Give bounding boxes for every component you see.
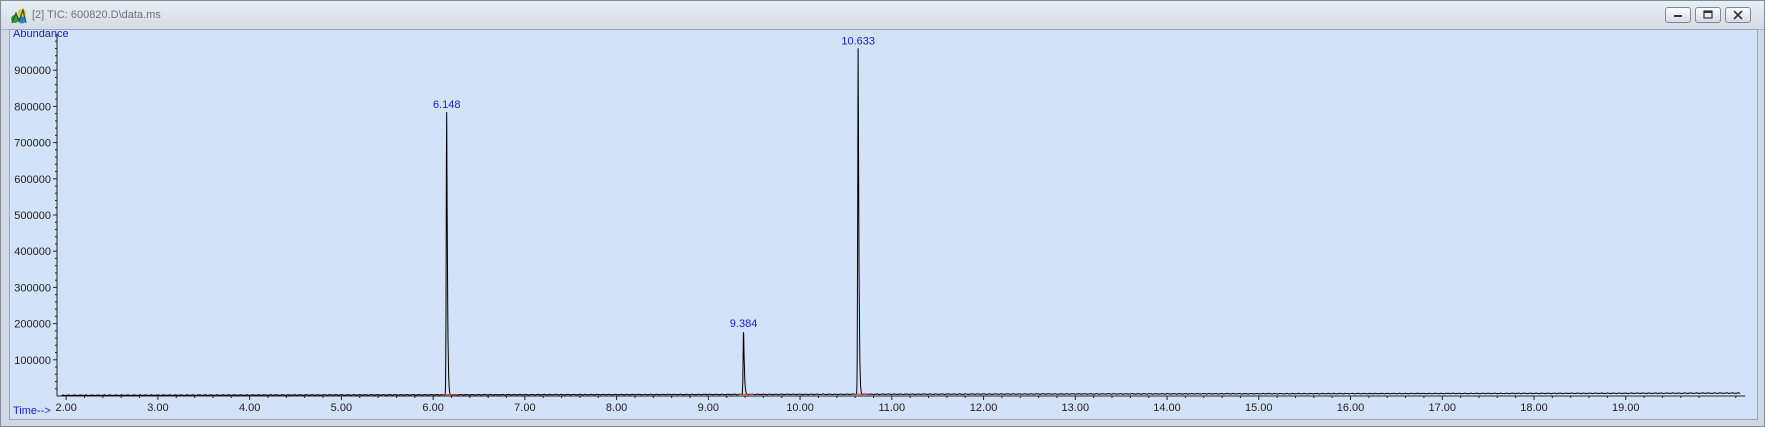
x-tick-label: 5.00 [331, 402, 352, 414]
close-icon [1733, 10, 1743, 20]
title-bar[interactable]: [2] TIC: 600820.D\data.ms [1, 1, 1764, 30]
x-tick-label: 11.00 [878, 402, 905, 414]
x-axis-label: Time--> [13, 405, 51, 417]
x-tick-label: 6.00 [422, 402, 443, 414]
chromatogram-app-icon [11, 7, 27, 24]
x-tick-label: 16.00 [1337, 402, 1365, 414]
y-tick-label: 800000 [14, 101, 51, 113]
x-tick-label: 4.00 [239, 402, 260, 414]
x-tick-label: 10.00 [786, 402, 814, 414]
restore-icon [1703, 10, 1713, 19]
y-axis-label: Abundance [13, 30, 69, 40]
restore-button[interactable] [1695, 7, 1721, 23]
peak-label: 6.148 [433, 99, 461, 111]
x-tick-label: 8.00 [606, 402, 627, 414]
chromatogram-chart: Abundance Time--> 100000 200000 300000 4000… [13, 30, 1745, 417]
plot-area[interactable]: Abundance Time--> 100000 200000 300000 4000… [9, 29, 1758, 420]
x-tick-label: 2.00 [55, 402, 76, 414]
y-tick-label: 900000 [14, 65, 51, 77]
x-tick-label: 3.00 [147, 402, 168, 414]
window-title: [2] TIC: 600820.D\data.ms [32, 9, 161, 21]
x-tick-label: 13.00 [1062, 402, 1090, 414]
x-tick-label: 9.00 [698, 402, 719, 414]
y-tick-label: 300000 [14, 282, 51, 294]
y-tick-label: 500000 [14, 210, 51, 222]
close-button[interactable] [1725, 7, 1751, 23]
y-tick-label: 600000 [14, 174, 51, 186]
peak-label: 10.633 [841, 35, 875, 47]
tic-trace [61, 48, 1741, 397]
x-tick-label: 15.00 [1245, 402, 1273, 414]
x-tick-label: 17.00 [1428, 402, 1456, 414]
y-tick-label: 700000 [14, 138, 51, 150]
x-tick-label: 19.00 [1612, 402, 1640, 414]
y-tick-label: 400000 [14, 246, 51, 258]
peak-label: 9.384 [730, 318, 758, 330]
y-tick-label: 100000 [14, 355, 51, 367]
minimize-icon [1674, 15, 1682, 17]
minimize-button[interactable] [1665, 7, 1691, 23]
x-tick-label: 7.00 [514, 402, 535, 414]
x-tick-label: 18.00 [1520, 402, 1548, 414]
x-tick-label: 12.00 [970, 402, 998, 414]
x-tick-label: 14.00 [1153, 402, 1181, 414]
y-tick-label: 200000 [14, 319, 51, 331]
